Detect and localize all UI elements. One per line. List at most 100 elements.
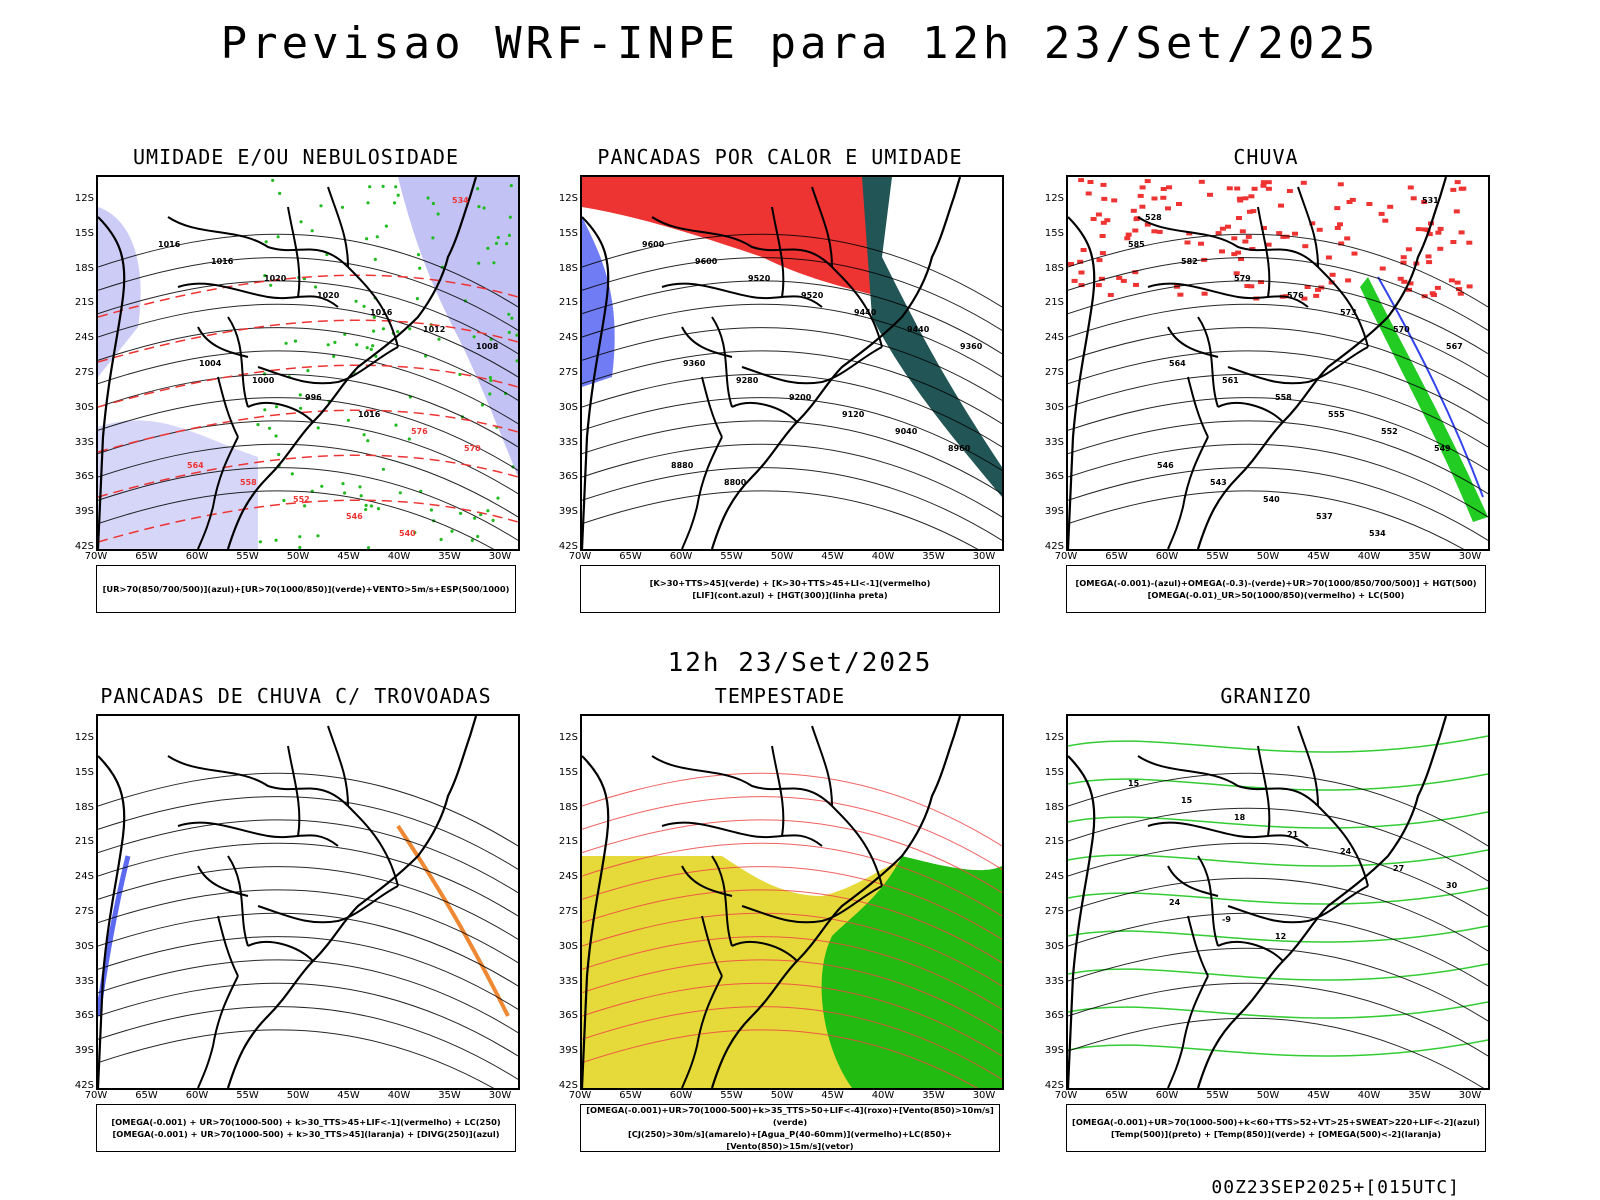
- contour-label: 9040: [895, 427, 918, 436]
- map-panel-trovoadas: PANCADAS DE CHUVA C/ TROVOADAS 12S 15S 18S 2…: [66, 684, 526, 1174]
- main-title: Previsao WRF-INPE para 12h 23/Set/2025: [220, 18, 1380, 69]
- longitude-tick-label: 70W: [1054, 551, 1078, 562]
- contour-label: 1016: [358, 410, 381, 419]
- map-svg: 15 15 18 21 24 27 30 24 -9 12: [1068, 716, 1488, 1088]
- contour-label: 24: [1340, 847, 1352, 856]
- contour-label: 1000: [252, 376, 275, 385]
- latitude-tick-label: 21S: [558, 836, 578, 848]
- contour-label: 552: [1381, 427, 1398, 436]
- legend-box: [OMEGA(-0.001)-(azul)+OMEGA(-0.3)-(verde…: [1066, 565, 1486, 613]
- contour-label: 567: [1446, 342, 1463, 351]
- contour-label: 1016: [158, 240, 181, 249]
- legend-box: [K>30+TTS>45](verde) + [K>30+TTS>45+LI<-…: [580, 565, 1000, 613]
- longitude-tick-label: 65W: [619, 1090, 642, 1101]
- latitude-tick-label: 39S: [558, 1045, 578, 1057]
- longitude-tick-label: 30W: [488, 551, 512, 562]
- contour-label: 576: [411, 427, 428, 436]
- contour-label: 9600: [695, 257, 718, 266]
- longitude-tick-label: 45W: [1307, 551, 1330, 562]
- contour-label: 9520: [801, 291, 824, 300]
- contour-label: 8880: [671, 461, 694, 470]
- longitude-tick-label: 55W: [720, 551, 743, 562]
- contour-label: -9: [1222, 915, 1231, 924]
- latitude-tick-label: 27S: [558, 367, 578, 378]
- latitude-tick-label: 21S: [1044, 836, 1064, 848]
- latitude-tick-label: 36S: [558, 1010, 578, 1022]
- contour-label: 579: [1234, 274, 1251, 283]
- contour-label: 9280: [736, 376, 759, 385]
- longitude-tick-label: 70W: [84, 1090, 108, 1101]
- latitude-tick-label: 33S: [558, 436, 578, 448]
- contour-label: 546: [346, 512, 363, 521]
- map-svg: [98, 716, 518, 1088]
- longitude-tick-label: 70W: [568, 1090, 592, 1101]
- longitude-tick-label: 55W: [720, 1090, 743, 1101]
- legend-line: [OMEGA(-0.001)-(azul)+OMEGA(-0.3)-(verde…: [1075, 578, 1477, 588]
- contour-label: 15: [1128, 779, 1140, 788]
- contour-label: 564: [1169, 359, 1186, 368]
- longitude-tick-label: 40W: [871, 1090, 895, 1101]
- latitude-tick-label: 15S: [1044, 766, 1064, 778]
- longitude-tick-label: 65W: [619, 551, 642, 562]
- map-area: [96, 714, 520, 1090]
- latitude-tick-label: 12S: [74, 732, 94, 743]
- contour-label: 9360: [683, 359, 706, 368]
- contour-label: 8960: [948, 444, 971, 453]
- latitude-tick-label: 27S: [74, 906, 94, 917]
- map-area: 585 582 579 576 573 570 567 564 561 558 555 552 549 5…: [1066, 175, 1490, 551]
- latitude-tick-label: 24S: [74, 332, 94, 344]
- longitude-tick-label: 55W: [236, 1090, 259, 1101]
- latitude-tick-label: 15S: [1044, 227, 1064, 239]
- latitude-tick-label: 12S: [74, 193, 94, 204]
- longitude-tick-label: 45W: [821, 551, 844, 562]
- contour-label: 552: [293, 495, 310, 504]
- contour-label: 570: [464, 444, 481, 453]
- longitude-tick-label: 35W: [438, 551, 461, 562]
- longitude-tick-label: 40W: [1357, 1090, 1381, 1101]
- contour-label: 9520: [748, 274, 771, 283]
- contour-label: 576: [1287, 291, 1304, 300]
- map-area: 9600 9600 9520 9520 9440 9440 9360 9360 9280 9200…: [580, 175, 1004, 551]
- latitude-tick-label: 30S: [558, 401, 578, 413]
- longitude-tick-label: 45W: [1307, 1090, 1330, 1101]
- legend-box: [OMEGA(-0.001)+UR>70(1000-500)+k>35_TTS>…: [580, 1104, 1000, 1152]
- latitude-tick-label: 18S: [74, 801, 94, 813]
- legend-line: [K>30+TTS>45](verde) + [K>30+TTS>45+LI<-…: [649, 578, 931, 588]
- panel-title: PANCADAS POR CALOR E UMIDADE: [597, 145, 963, 169]
- latitude-tick-label: 12S: [1044, 193, 1064, 204]
- longitude-tick-label: 70W: [84, 551, 108, 562]
- contour-label: 9600: [642, 240, 665, 249]
- latitude-tick-label: 42S: [74, 541, 94, 552]
- longitude-tick-label: 50W: [770, 1090, 794, 1101]
- map-area: 15 15 18 21 24 27 30 24 -9 12: [1066, 714, 1490, 1090]
- contour-label: 9200: [789, 393, 812, 402]
- legend-line: [CJ(250)>30m/s](amarelo)+[Agua_P(40-60mm…: [627, 1129, 953, 1151]
- latitude-tick-label: 24S: [558, 871, 578, 883]
- contour-label: 534: [452, 196, 469, 205]
- latitude-tick-label: 39S: [74, 506, 94, 518]
- legend-box: [OMEGA(-0.001)+UR>70(1000-500)+k<60+TTS>…: [1066, 1104, 1486, 1152]
- contour-label: 9120: [842, 410, 865, 419]
- latitude-tick-label: 21S: [1044, 297, 1064, 309]
- latitude-tick-label: 24S: [1044, 332, 1064, 344]
- contour-label: 12: [1275, 932, 1286, 941]
- longitude-tick-label: 60W: [669, 1090, 693, 1101]
- longitude-tick-label: 50W: [1256, 1090, 1280, 1101]
- map-svg: [582, 716, 1002, 1088]
- longitude-tick-label: 70W: [1054, 1090, 1078, 1101]
- panel-title: PANCADAS DE CHUVA C/ TROVOADAS: [100, 684, 492, 708]
- latitude-tick-label: 39S: [558, 506, 578, 518]
- longitude-tick-label: 60W: [1155, 1090, 1179, 1101]
- latitude-tick-label: 42S: [558, 1080, 578, 1091]
- contour-label: 21: [1287, 830, 1299, 839]
- longitude-tick-label: 60W: [185, 551, 209, 562]
- contour-label: 555: [1328, 410, 1345, 419]
- contour-label: 558: [240, 478, 257, 487]
- contour-label: 1012: [423, 325, 445, 334]
- map-panel-granizo: GRANIZO 15 15 18 21 24 27 30 24 -9 12 12S 15S 18S 21S 2…: [1036, 684, 1496, 1174]
- latitude-tick-label: 27S: [1044, 906, 1064, 917]
- contour-label: 540: [1263, 495, 1280, 504]
- longitude-tick-label: 50W: [1256, 551, 1280, 562]
- map-svg: 1016 1016 1020 1020 1016 1012 1008 1004 1000 996 1…: [98, 177, 518, 549]
- latitude-tick-label: 42S: [1044, 1080, 1064, 1091]
